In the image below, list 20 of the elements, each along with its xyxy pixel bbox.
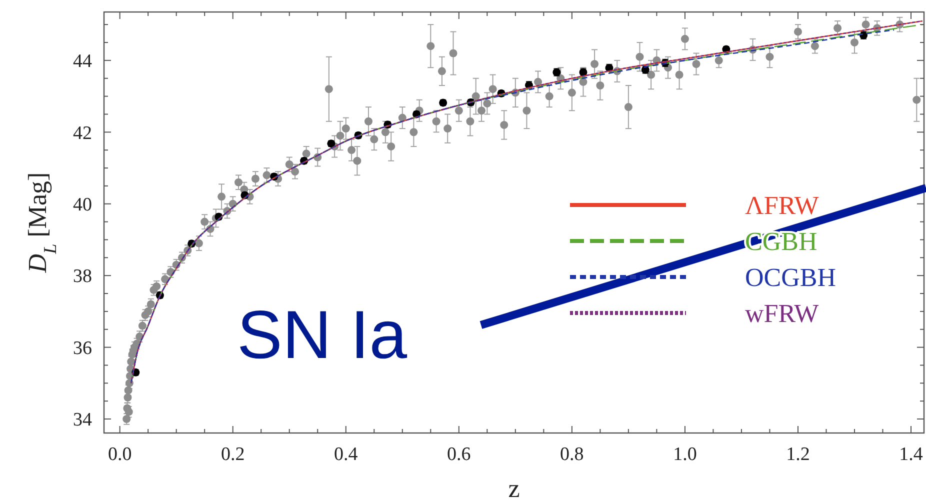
x-tick-label: 0.2 (220, 444, 245, 465)
legend-label: wFRW (745, 299, 820, 328)
y-tick-label: 34 (73, 410, 92, 431)
x-tick-label: 1.0 (673, 444, 697, 465)
x-tick-label: 1.2 (786, 444, 810, 465)
y-tick-label: 40 (73, 194, 92, 216)
annotation: SN Ia (237, 297, 408, 373)
legend-label: CGBH (745, 227, 818, 256)
y-tick-label: 44 (73, 51, 92, 72)
legend-label: ΛFRW (745, 191, 820, 220)
y-tick-label: 42 (73, 122, 92, 144)
x-tick-label: 1.4 (899, 444, 924, 465)
y-tick-label: 36 (73, 338, 92, 359)
y-tick-label: 38 (73, 266, 92, 288)
x-axis-title: z (508, 474, 520, 503)
x-tick-label: 0.4 (334, 444, 358, 465)
x-tick-label: 0.0 (108, 444, 132, 465)
legend-label: OCGBH (745, 263, 836, 292)
x-tick-label: 0.8 (560, 444, 584, 465)
x-tick-label: 0.6 (447, 444, 471, 465)
